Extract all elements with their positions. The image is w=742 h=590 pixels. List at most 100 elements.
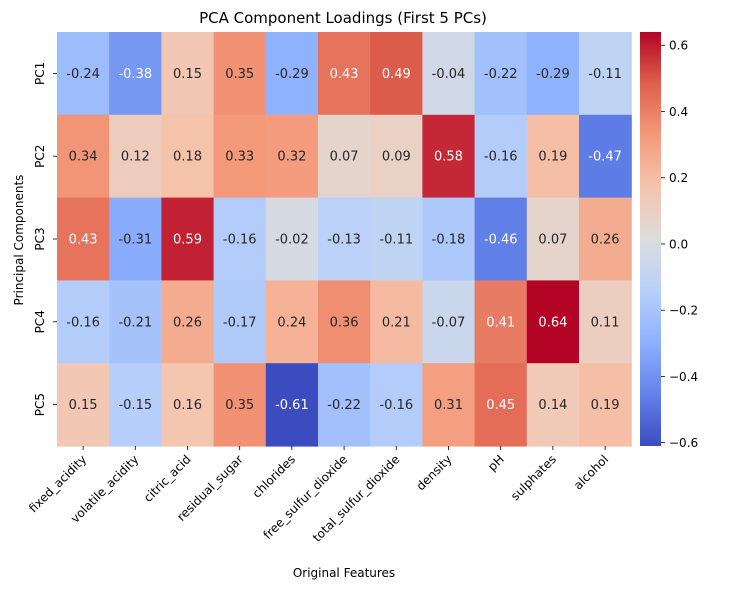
heatmap-cell [579, 363, 632, 447]
heatmap-cell [109, 197, 162, 281]
cell-value-label: -0.47 [588, 150, 622, 165]
y-axis-label: Principal Components [12, 175, 26, 306]
heatmap-cell [370, 114, 423, 199]
cell-value-label: 0.24 [277, 315, 306, 330]
colorbar-tick-label: −0.4 [669, 370, 698, 384]
y-tick-labels: PC1 PC2 PC3 PC4 PC5 [33, 62, 57, 416]
cell-value-label: 0.18 [173, 150, 202, 165]
cell-value-label: -0.15 [118, 398, 152, 413]
cell-value-label: -0.29 [536, 67, 570, 82]
heatmap-cell [422, 114, 476, 199]
cell-value-label: -0.02 [275, 233, 309, 248]
heatmap-cell [474, 197, 528, 281]
cell-value-label: 0.36 [330, 315, 359, 330]
cell-value-label: -0.16 [379, 398, 413, 413]
cell-value-label: 0.33 [225, 150, 254, 165]
cell-value-label: 0.19 [591, 398, 620, 413]
y-tick-label: PC5 [33, 393, 47, 416]
heatmap-cell [265, 114, 319, 199]
heatmap-cell [161, 32, 215, 116]
heatmap-cell [213, 114, 267, 199]
heatmap-cell [474, 280, 528, 364]
y-tick-label: PC3 [33, 227, 47, 250]
cell-value-label: 0.11 [591, 315, 620, 330]
heatmap-cell [422, 197, 476, 281]
cell-value-label: -0.38 [118, 67, 152, 82]
cell-value-label: 0.31 [434, 398, 463, 413]
cell-value-label: -0.22 [484, 67, 518, 82]
colorbar-tick-label: 0.2 [669, 171, 688, 185]
heatmap-cell [57, 32, 110, 116]
colorbar-tick-label: −0.6 [669, 436, 698, 450]
heatmap-cell [213, 32, 267, 116]
cell-value-label: -0.46 [484, 233, 518, 248]
x-tick-label: chlorides [250, 452, 298, 500]
heatmap-cell [579, 197, 632, 281]
heatmap-cell [109, 363, 162, 447]
cell-value-label: -0.04 [432, 67, 466, 82]
cell-value-label: -0.16 [223, 233, 257, 248]
heatmap-cell [318, 363, 371, 447]
heatmap-cell [526, 114, 580, 199]
cell-value-label: 0.35 [225, 398, 254, 413]
heatmap-cell [109, 32, 162, 116]
cell-value-label: 0.07 [330, 150, 359, 165]
y-tick-label: PC2 [33, 145, 47, 168]
cell-value-label: -0.61 [275, 398, 309, 413]
colorbar: −0.6 −0.4 −0.2 0.0 0.2 0.4 0.6 [640, 32, 698, 450]
heatmap-cell [370, 197, 423, 281]
cell-value-label: -0.22 [327, 398, 361, 413]
x-tick-label: pH [485, 452, 507, 474]
cell-value-label: 0.19 [538, 150, 567, 165]
heatmap-cell [318, 32, 371, 116]
cell-value-label: -0.11 [588, 67, 622, 82]
cell-value-label: 0.26 [173, 315, 202, 330]
heatmap-cell [265, 363, 319, 447]
heatmap-cell [57, 363, 110, 447]
cell-value-label: -0.21 [118, 315, 152, 330]
x-tick-label: citric_acid [141, 452, 194, 505]
heatmap-cell [318, 280, 371, 364]
cell-value-label: -0.29 [275, 67, 309, 82]
x-tick-label: density [414, 452, 455, 493]
heatmap-cell [57, 114, 110, 199]
cell-value-label: 0.26 [591, 233, 620, 248]
cell-value-label: -0.31 [118, 233, 152, 248]
x-tick-label: total_sulfur_dioxide [310, 452, 402, 544]
colorbar-tick-label: 0.0 [669, 237, 688, 251]
x-tick-label: sulphates [508, 452, 559, 503]
heatmap-cell [422, 363, 476, 447]
heatmap-cell [213, 363, 267, 447]
cell-value-label: -0.18 [432, 233, 466, 248]
cell-value-label: -0.11 [379, 233, 413, 248]
heatmap-cell [474, 32, 528, 116]
heatmap-cell [265, 280, 319, 364]
heatmap-cell [318, 114, 371, 199]
heatmap-cell [109, 114, 162, 199]
cell-value-label: 0.49 [382, 67, 411, 82]
heatmap-cell [57, 197, 110, 281]
cell-value-label: 0.34 [69, 150, 98, 165]
y-tick-label: PC4 [33, 310, 47, 333]
cell-value-label: -0.16 [484, 150, 518, 165]
chart-title: PCA Component Loadings (First 5 PCs) [199, 9, 487, 27]
cell-value-label: 0.16 [173, 398, 202, 413]
cell-value-label: 0.43 [330, 67, 359, 82]
heatmap-cell [526, 280, 580, 364]
heatmap-cell [422, 280, 476, 364]
heatmap-cell [474, 363, 528, 447]
colorbar-gradient [640, 32, 661, 446]
heatmap-cell [370, 280, 423, 364]
cell-value-label: 0.64 [538, 315, 567, 330]
colorbar-tick-label: 0.4 [669, 105, 688, 119]
cell-value-label: 0.09 [382, 150, 411, 165]
heatmap-cell [109, 280, 162, 364]
x-tick-label: alcohol [571, 452, 611, 492]
cell-value-label: 0.35 [225, 67, 254, 82]
heatmap-cell [579, 280, 632, 364]
heatmap-cell [265, 32, 319, 116]
heatmap-cell [57, 280, 110, 364]
cell-value-label: 0.12 [121, 150, 150, 165]
